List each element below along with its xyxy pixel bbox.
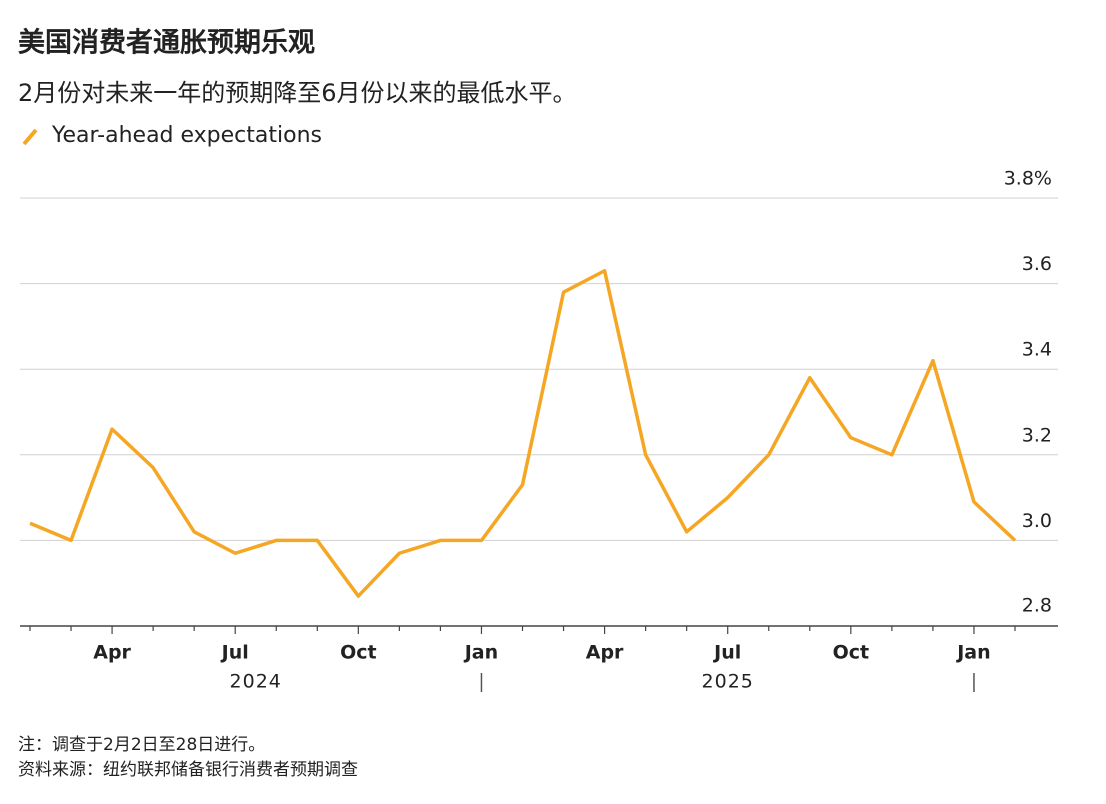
- x-tick-label: Jan: [955, 642, 990, 664]
- legend-label: Year-ahead expectations: [51, 123, 322, 148]
- source: 资料来源：纽约联邦储备银行消费者预期调查: [18, 760, 358, 780]
- note: 注：调查于2月2日至28日进行。: [18, 735, 265, 755]
- x-tick-label: Jul: [712, 642, 741, 664]
- y-tick-label: 3.6: [1022, 253, 1052, 275]
- y-tick-label: 3.2: [1022, 424, 1052, 446]
- data-line: [29, 269, 1017, 598]
- y-tick-label: 3.8%: [1004, 168, 1052, 190]
- legend-swatch: [22, 128, 38, 146]
- chart-subtitle: 2月份对未来一年的预期降至6月份以来的最低水平。: [18, 79, 577, 107]
- x-tick-label: Apr: [93, 642, 131, 664]
- y-tick-label: 2.8: [1022, 595, 1052, 617]
- x-tick-label: Jan: [463, 642, 498, 664]
- chart-title: 美国消费者通胀预期乐观: [18, 27, 315, 59]
- x-tick-label: Apr: [586, 642, 624, 664]
- x-tick-label: Oct: [340, 642, 377, 664]
- y-tick-label: 3.0: [1022, 510, 1052, 532]
- year-label: 2025: [702, 671, 754, 693]
- x-tick-label: Oct: [833, 642, 870, 664]
- x-tick-label: Jul: [220, 642, 249, 664]
- year-label: 2024: [230, 671, 282, 693]
- y-tick-label: 3.4: [1022, 339, 1052, 361]
